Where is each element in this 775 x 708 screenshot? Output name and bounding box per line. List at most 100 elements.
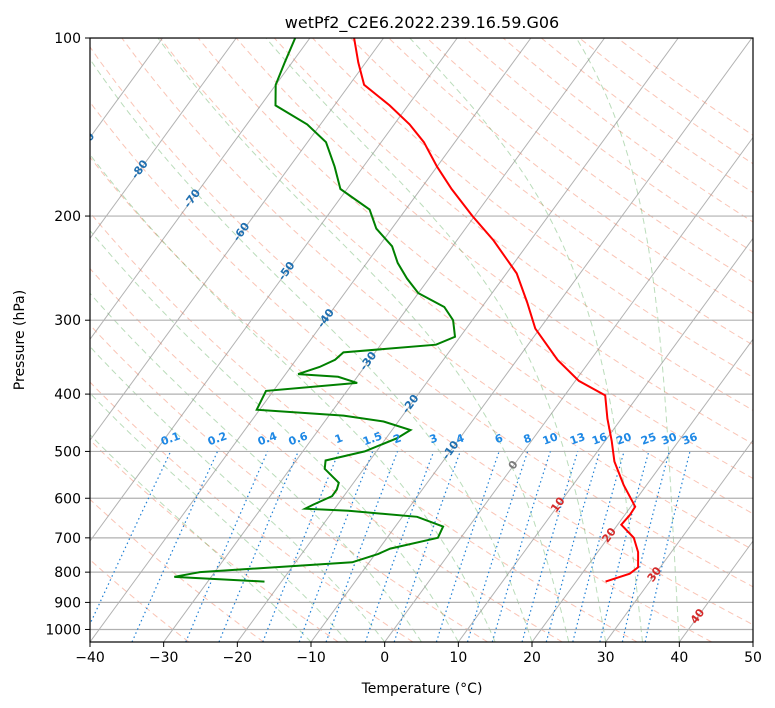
mixing-ratio-line: [435, 451, 500, 642]
dry-adiabat: [617, 38, 753, 136]
isotherm-line: [457, 237, 753, 642]
isotherm-label: -100: [19, 100, 46, 130]
mixing-ratio-line: [185, 451, 269, 642]
mixing-ratio-label: 1: [333, 432, 345, 447]
x-tick-label: 0: [380, 650, 389, 666]
isotherm-line: [678, 540, 753, 642]
y-tick-label: 1000: [45, 622, 81, 638]
moist-adiabat: [575, 38, 680, 642]
x-axis: −40 −30 −20 −10 0 10 20 30 40 50: [75, 642, 762, 666]
mixing-ratio-line: [545, 451, 601, 642]
y-tick-label: 200: [54, 209, 81, 225]
x-tick-label: 40: [670, 650, 688, 666]
mixing-ratio-label: 2: [392, 432, 404, 447]
x-tick-label: −10: [296, 650, 326, 666]
mixing-ratio-line: [599, 451, 650, 642]
isotherm-line: [90, 38, 311, 341]
isotherm-line: [90, 38, 458, 542]
moist-adiabat: [90, 229, 459, 642]
mixing-ratio-label: 4: [454, 431, 466, 446]
mixing-ratio-label: 0.1: [159, 429, 182, 448]
dry-adiabat: [426, 38, 753, 283]
y-tick-label: 100: [54, 31, 81, 47]
isotherm-line: [90, 38, 532, 642]
moist-adiabat: [90, 292, 422, 642]
moist-adiabat: [157, 38, 570, 642]
isotherm-line: [90, 38, 237, 240]
moist-adiabat: [90, 153, 496, 642]
dry-adiabat: [90, 211, 638, 642]
x-tick-label: −20: [223, 650, 253, 666]
x-tick-label: 30: [597, 650, 615, 666]
mixing-ratio-line: [466, 451, 529, 642]
moist-adiabat: [90, 58, 533, 642]
moist-adiabat: [265, 38, 607, 642]
dry-adiabat: [90, 101, 753, 626]
x-tick-label: 20: [523, 650, 541, 666]
dry-adiabat: [90, 46, 753, 588]
mixing-ratio-label: 10: [541, 430, 560, 448]
isotherm-line: [163, 38, 605, 642]
dry-adiabat: [90, 156, 712, 642]
isotherm-line: [605, 439, 753, 642]
x-tick-label: −30: [149, 650, 179, 666]
dewpoint-profile-line: [174, 38, 457, 583]
y-tick-label: 400: [54, 387, 81, 403]
isotherm-label: -80: [129, 157, 151, 181]
mixing-ratio-label: 1.5: [361, 429, 384, 448]
y-axis: 100 200 300 400 500 600 700 800 900 1000: [45, 31, 90, 638]
isotherm-label: -70: [181, 186, 203, 210]
y-tick-label: 300: [54, 313, 81, 329]
isotherm-label: -20: [399, 392, 421, 416]
isotherm-line: [752, 641, 753, 642]
x-axis-label: Temperature (°C): [361, 681, 483, 697]
dry-adiabat: [90, 498, 264, 642]
mixing-ratio-line: [621, 451, 670, 642]
dry-adiabat: [90, 324, 488, 642]
dry-adiabat: [235, 38, 753, 445]
isotherm-label: 0: [506, 458, 521, 472]
mixing-ratio-line: [572, 451, 625, 642]
mixing-ratio-line: [262, 451, 340, 642]
isotherm-label: 10: [548, 494, 568, 514]
isotherm-line: [90, 38, 384, 442]
temperature-profile-line: [353, 38, 640, 583]
mixing-ratio-label: 36: [680, 430, 699, 448]
mixing-ratio-label: 0.2: [206, 429, 229, 448]
dry-adiabat: [273, 38, 753, 411]
y-tick-label: 600: [54, 491, 81, 507]
mixing-ratio-label: 13: [568, 430, 587, 447]
mixing-ratio-line: [298, 451, 374, 642]
mixing-ratio-label: 0.6: [287, 429, 310, 448]
dry-adiabat: [540, 38, 753, 194]
isotherm-label: -30: [357, 349, 379, 373]
dry-adiabat: [90, 559, 190, 642]
dry-adiabat: [350, 38, 753, 346]
dry-adiabat: [90, 439, 339, 642]
plot-area: -100-90-80-70-60-50-40-30-20-10010203040…: [19, 38, 753, 642]
isotherm-line: [310, 38, 753, 642]
mixing-ratio-label: 20: [615, 430, 634, 448]
moist-adiabat: [90, 345, 386, 642]
mixing-ratio-label: 3: [428, 432, 440, 447]
isotherm-line: [384, 136, 753, 642]
mixing-ratio-line: [644, 451, 691, 642]
x-tick-label: −40: [75, 650, 105, 666]
plot-frame: [89, 37, 754, 643]
isotherm-line: [236, 38, 679, 642]
mixing-ratio-line: [393, 451, 461, 642]
y-tick-label: 800: [54, 565, 81, 581]
y-tick-label: 900: [54, 595, 81, 611]
mixing-ratio-label: 6: [493, 431, 505, 446]
y-tick-label: 700: [54, 531, 81, 547]
mixing-ratio-line: [521, 451, 579, 642]
dry-adiabat: [121, 38, 753, 551]
mixing-ratio-line: [491, 451, 551, 642]
dry-adiabat: [197, 38, 753, 479]
dry-adiabat: [312, 38, 753, 378]
mixing-ratio-label: 0.4: [256, 429, 279, 448]
y-tick-label: 500: [54, 444, 81, 460]
mixing-ratio-line: [131, 451, 219, 642]
moist-adiabat: [90, 392, 349, 642]
